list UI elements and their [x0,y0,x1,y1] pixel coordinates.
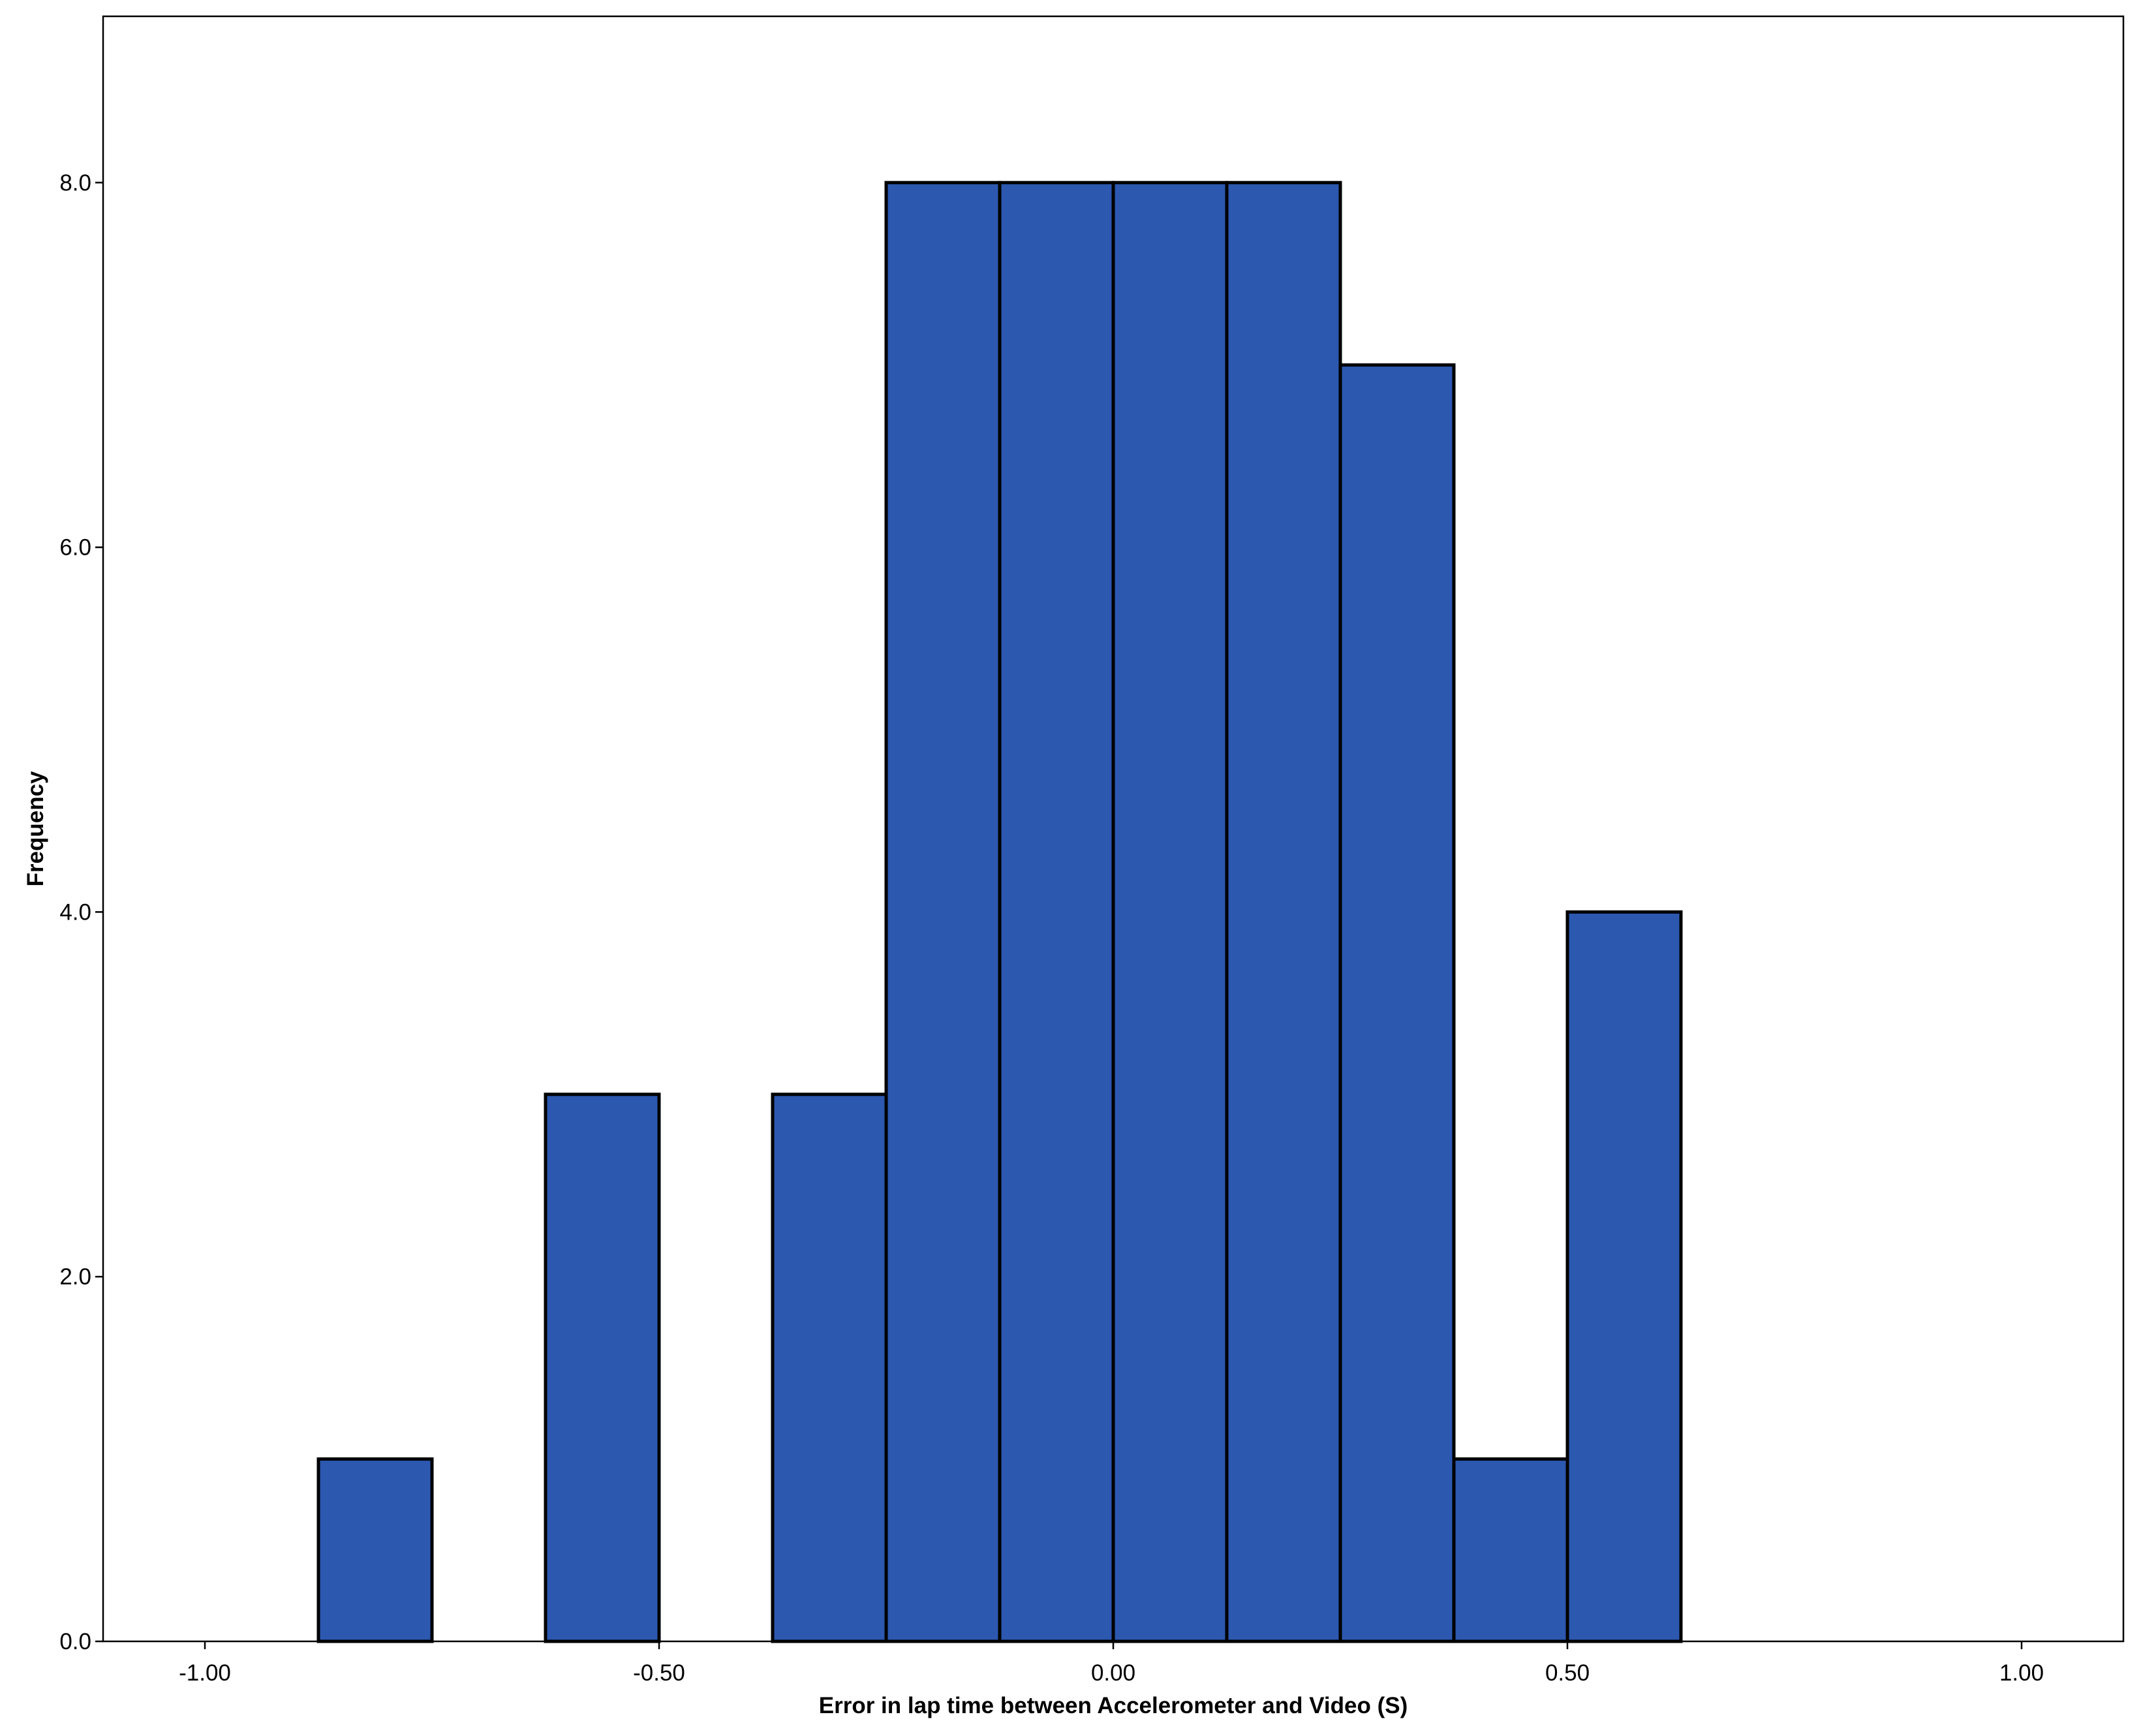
x-tick-label: 0.00 [1091,1660,1135,1686]
histogram-bar-6 [1225,181,1342,1643]
y-tick-label: 4.0 [59,899,91,925]
bars-layer [316,181,1683,1643]
histogram-bar-2 [771,1093,888,1643]
x-tick-label: -1.00 [179,1660,231,1686]
x-axis: -1.00 -0.50 0.00 0.50 1.00 [179,1641,2044,1686]
y-axis: 0.0 2.0 4.0 6.0 8.0 [59,170,103,1654]
y-tick-label: 2.0 [59,1264,91,1290]
histogram-bar-0 [316,1457,434,1643]
histogram-bar-3 [884,181,1002,1643]
histogram-bar-8 [1452,1457,1569,1643]
y-tick-label: 8.0 [59,170,91,196]
x-axis-title: Error in lap time between Accelerometer … [819,1693,1408,1718]
histogram-bar-1 [544,1093,661,1643]
y-tick-label: 6.0 [59,535,91,561]
x-tick-label: 1.00 [1999,1660,2044,1686]
histogram-bar-9 [1565,910,1683,1643]
histogram-bar-7 [1338,363,1456,1643]
histogram-bar-4 [998,181,1115,1643]
y-tick-label: 0.0 [59,1629,91,1654]
x-tick-label: -0.50 [633,1660,685,1686]
y-axis-title: Frequency [23,771,48,887]
x-tick-label: 0.50 [1545,1660,1590,1686]
histogram-bar-5 [1111,181,1229,1643]
